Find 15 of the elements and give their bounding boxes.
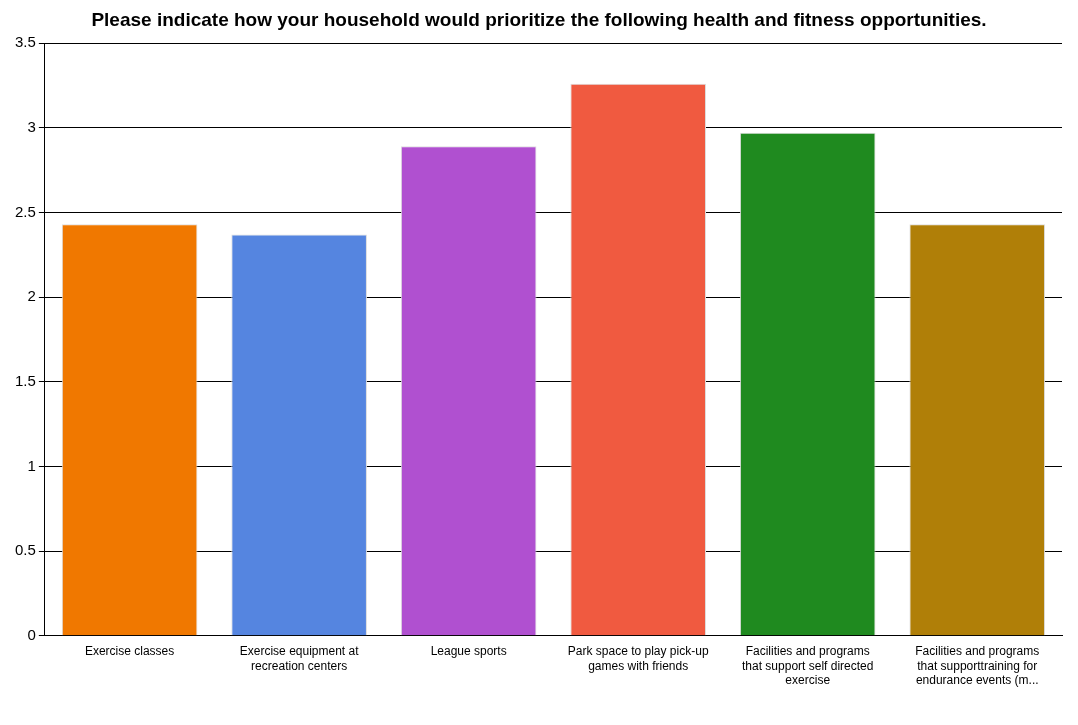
x-tick-label: Facilities and programs that support self directed exercise: [742, 644, 874, 688]
x-tick-label: Facilities and programs that supporttraining for endurance events (m...: [915, 644, 1040, 688]
x-tick-label: League sports: [430, 644, 507, 659]
x-tick-label: Park space to play pick-up games with friends: [567, 644, 709, 673]
y-tick-label: 2: [27, 287, 36, 305]
y-tick-label: 1: [27, 456, 36, 474]
x-tick-label: Exercise classes: [84, 644, 175, 659]
y-tick-label: 0.5: [14, 541, 36, 559]
x-tick-label: Exercise equipment at recreation centers: [239, 644, 360, 673]
chart-title: Please indicate how your household would prioritize the following health and fitness opportunities.: [90, 8, 988, 31]
y-tick-label: 0: [27, 625, 36, 643]
y-tick-label: 2.5: [14, 202, 36, 220]
y-tick-label: 3.5: [14, 33, 36, 51]
y-tick-label: 3: [27, 117, 36, 135]
y-tick-label: 1.5: [14, 371, 36, 389]
